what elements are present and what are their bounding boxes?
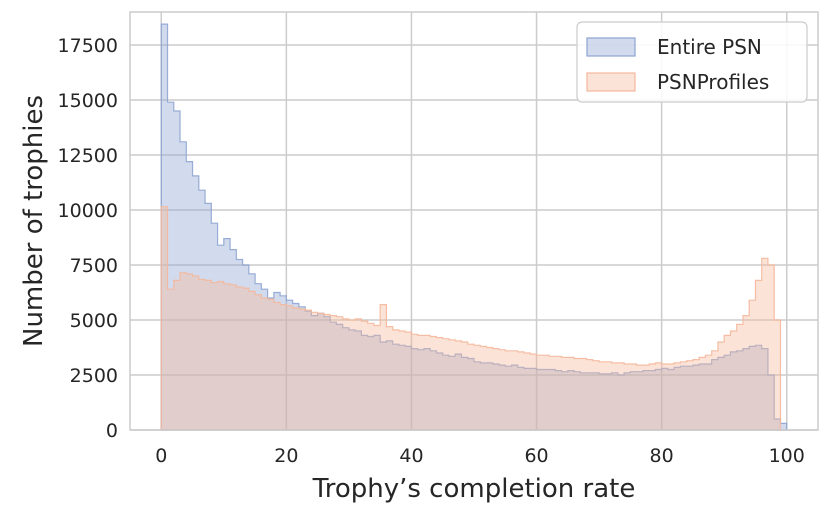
legend-swatch-entire-psn	[586, 37, 636, 57]
legend-swatch-psnprofiles	[586, 72, 636, 92]
x-tick-label: 40	[399, 445, 423, 467]
x-tick-label: 100	[769, 445, 805, 467]
y-tick-label: 5000	[70, 310, 118, 332]
y-tick-label: 2500	[70, 365, 118, 387]
y-tick-label: 15000	[58, 90, 118, 112]
x-axis-label: Trophy’s completion rate	[312, 474, 636, 504]
x-tick-label: 20	[274, 445, 298, 467]
y-tick-label: 12500	[58, 145, 118, 167]
y-axis-label: Number of trophies	[19, 95, 49, 347]
y-tick-label: 0	[106, 420, 118, 442]
series-entire-psn-area	[160, 23, 788, 431]
x-tick-label: 60	[524, 445, 548, 467]
x-axis-ticks: 0 20 40 60 80 100	[155, 445, 805, 467]
y-tick-label: 7500	[70, 255, 118, 277]
y-tick-label: 10000	[58, 200, 118, 222]
legend: Entire PSN PSNProfiles	[576, 21, 808, 103]
y-axis-ticks: 0 2500 5000 7500 10000 12500 15000 17500	[58, 35, 118, 442]
x-tick-label: 0	[155, 445, 167, 467]
legend-label-entire-psn: Entire PSN	[657, 35, 762, 59]
series-psnprofiles-area	[160, 206, 787, 431]
grid-lines	[130, 12, 818, 431]
histogram-series	[160, 23, 788, 431]
y-tick-label: 17500	[58, 35, 118, 57]
x-tick-label: 80	[650, 445, 674, 467]
legend-label-psnprofiles: PSNProfiles	[657, 70, 769, 94]
axes-frame	[129, 11, 819, 431]
axes-border	[129, 11, 819, 431]
